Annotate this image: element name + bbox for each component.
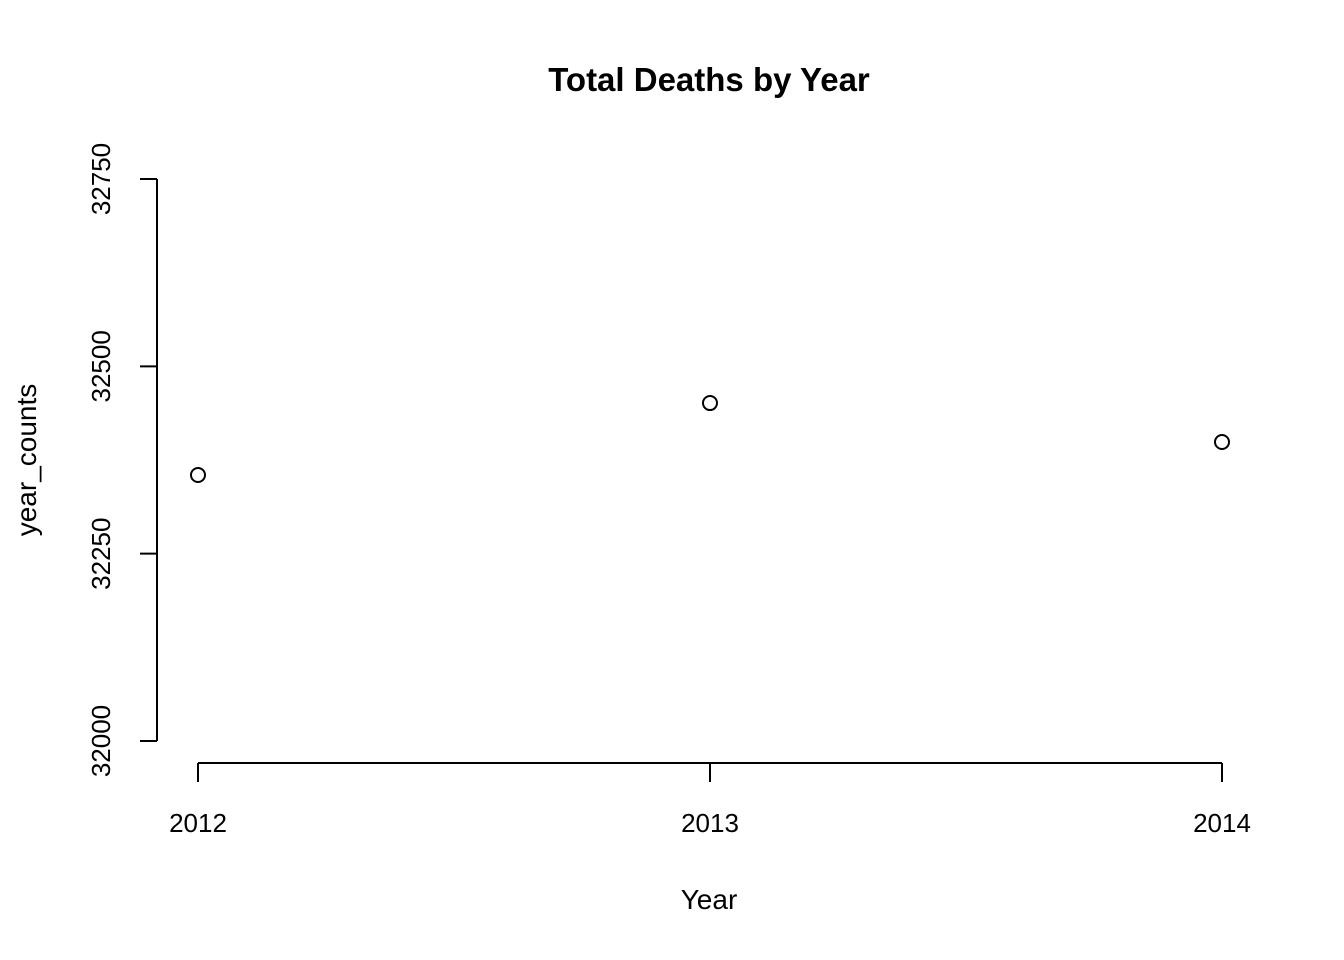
x-tick-label: 2014 — [1193, 808, 1251, 838]
data-point — [702, 395, 718, 412]
y-axis-label: year_counts — [11, 384, 42, 537]
chart-title: Total Deaths by Year — [548, 61, 870, 98]
data-points — [190, 395, 1230, 483]
y-tick-label: 32500 — [86, 330, 116, 402]
y-ticks: 32000 32250 32500 32750 — [86, 143, 157, 777]
y-tick-label: 32000 — [86, 705, 116, 777]
data-point — [190, 466, 206, 483]
y-tick-label: 32750 — [86, 143, 116, 215]
x-tick-label: 2012 — [169, 808, 227, 838]
x-tick-label: 2013 — [681, 808, 739, 838]
x-ticks: 2012 2013 2014 — [169, 763, 1251, 838]
y-tick-label: 32250 — [86, 518, 116, 590]
data-point — [1214, 434, 1230, 451]
x-axis-label: Year — [681, 884, 738, 915]
